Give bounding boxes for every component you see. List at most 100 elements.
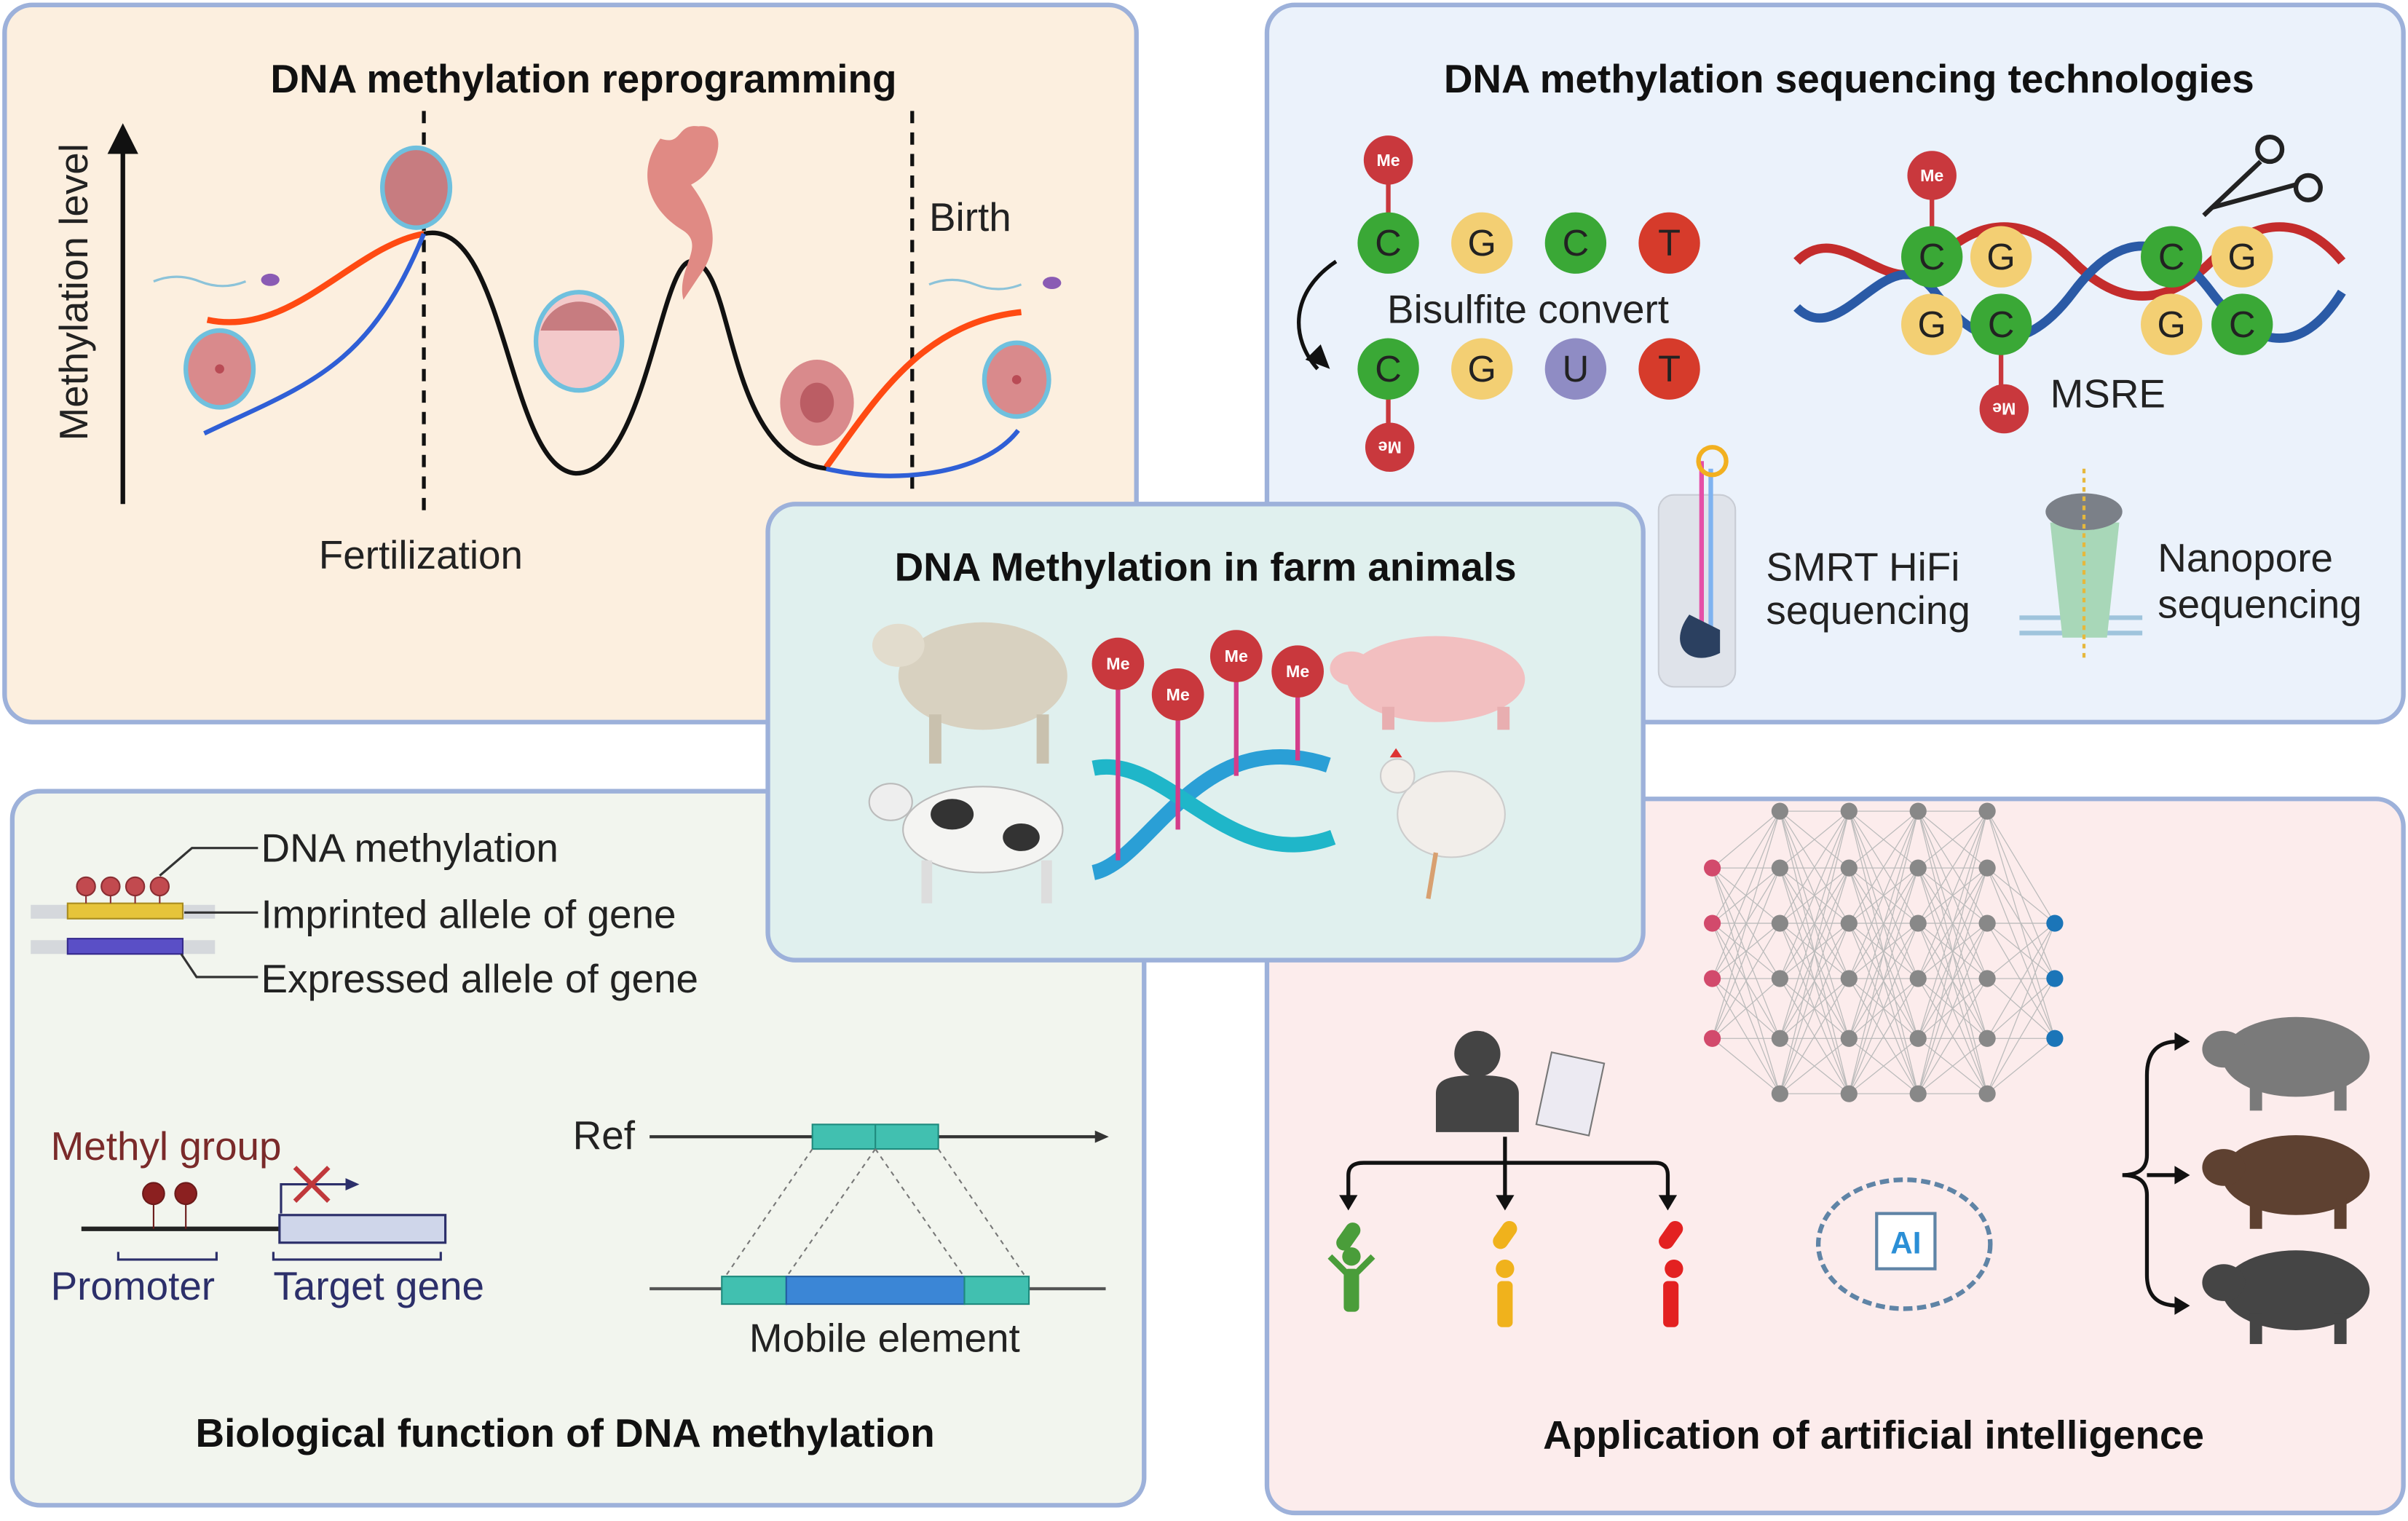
- methyl-markers: Me Me Me Me: [1092, 630, 1325, 861]
- center-title: DNA Methylation in farm animals: [895, 545, 1517, 590]
- network-node: [1703, 859, 1721, 877]
- clipboard-icon: [1535, 1051, 1606, 1137]
- network-node: [1703, 1030, 1721, 1047]
- nucleotide-G: G: [1901, 293, 1963, 355]
- target-gene-label: Target gene: [273, 1263, 484, 1308]
- network-node: [1978, 802, 1996, 820]
- svg-text:T: T: [1658, 222, 1681, 264]
- sperm-icon: [928, 277, 1062, 291]
- network-node: [2046, 970, 2064, 987]
- svg-text:C: C: [2158, 236, 2185, 277]
- pig-icon: [2202, 1016, 2370, 1111]
- nucleotides: C G C TC G U TC G C GG C G C: [1357, 212, 2273, 400]
- ai-title: Application of artificial intelligence: [1543, 1412, 2204, 1457]
- nucleotide-C: C: [1901, 226, 1963, 288]
- promoter-label: Promoter: [51, 1263, 215, 1308]
- panel-biofunction: DNA methylation Imprinted allele of gene…: [9, 789, 1147, 1508]
- embryo-icon: [647, 126, 719, 300]
- nucleotide-T: T: [1638, 212, 1700, 274]
- polymerase-icon: [1680, 615, 1721, 658]
- network-node: [1840, 802, 1858, 820]
- svg-text:Me: Me: [1225, 647, 1248, 665]
- target-gene-box: [278, 1214, 447, 1244]
- methylation-curve-embryo: [423, 230, 830, 476]
- pig-icon: [1330, 636, 1525, 730]
- nucleotide-C: C: [2141, 226, 2203, 288]
- chicken-icon: [1379, 748, 1506, 899]
- network-node: [1771, 970, 1788, 987]
- svg-text:Me: Me: [1106, 655, 1129, 673]
- maternal-curve-post: [824, 309, 1022, 470]
- methyl-marker: Me: [1151, 668, 1204, 830]
- doctor-icon: [1435, 1030, 1606, 1137]
- nanopore-label-line2: sequencing: [2158, 581, 2361, 626]
- network-node: [1978, 1030, 1996, 1047]
- network-node: [1978, 1085, 1996, 1102]
- svg-text:C: C: [1375, 222, 1402, 264]
- network-node: [1978, 859, 1996, 877]
- paternal-curve: [203, 232, 427, 436]
- svg-text:Me: Me: [1920, 166, 1943, 185]
- network-node: [1771, 802, 1788, 820]
- patient-green-icon: [1327, 1222, 1375, 1312]
- maternal-curve: [206, 230, 425, 325]
- imprinting-diagram: [31, 847, 258, 979]
- nucleotide-C: C: [1544, 212, 1607, 274]
- methyl-marker: Me: [1092, 637, 1145, 861]
- nucleotide-G: G: [1451, 338, 1513, 400]
- bisulfite-label: Bisulfite convert: [1387, 286, 1669, 331]
- dna-methylation-label: DNA methylation: [261, 826, 558, 871]
- birth-label: Birth: [929, 194, 1011, 240]
- nucleotide-T: T: [1638, 338, 1700, 400]
- pig-icon: [2202, 1135, 2370, 1229]
- neural-network-icon: [1703, 802, 2064, 1102]
- output-brace: [2122, 1039, 2178, 1308]
- branch-arrows: [1346, 1137, 1670, 1198]
- sheep-icon: [872, 622, 1067, 764]
- nanopore-sequencing: Nanopore sequencing: [2019, 468, 2362, 661]
- paternal-curve-post: [825, 429, 1020, 478]
- y-axis-arrow: [107, 123, 138, 505]
- svg-text:Me: Me: [1376, 151, 1400, 170]
- ref-label: Ref: [573, 1113, 636, 1158]
- msre-label: MSRE: [2050, 371, 2166, 416]
- panel-center: DNA Methylation in farm animals Me Me Me Me: [765, 502, 1646, 963]
- network-node: [1909, 970, 1927, 987]
- network-node: [1909, 914, 1927, 932]
- y-axis-label: Methylation level: [51, 143, 96, 441]
- nucleotide-C: C: [2211, 293, 2273, 355]
- svg-text:G: G: [1468, 348, 1496, 390]
- ai-chip-label: AI: [1890, 1226, 1921, 1260]
- svg-text:U: U: [1563, 348, 1590, 390]
- network-node: [1840, 914, 1858, 932]
- nucleotide-G: G: [2141, 293, 2203, 355]
- bisulfite-sequencing: Me Me Bisulfite convert: [1297, 135, 1669, 472]
- mobile-element-diagram: [650, 1123, 1109, 1305]
- sequencing-title: DNA methylation sequencing technologies: [1444, 56, 2254, 101]
- patient-yellow-icon: [1493, 1221, 1517, 1327]
- svg-text:G: G: [1918, 304, 1946, 345]
- network-node: [1909, 802, 1927, 820]
- mobile-element-label: Mobile element: [749, 1315, 1020, 1360]
- cell-icons: [153, 126, 1062, 446]
- svg-text:Me: Me: [1286, 662, 1309, 681]
- methyl-marker: [1365, 422, 1415, 472]
- network-node: [1840, 970, 1858, 987]
- network-node: [1978, 914, 1996, 932]
- svg-text:C: C: [1563, 222, 1590, 264]
- methyl-marker: [1979, 384, 2029, 434]
- fertilization-label: Fertilization: [319, 532, 523, 577]
- methyl-marker: Me: [1271, 645, 1325, 761]
- network-node: [1771, 914, 1788, 932]
- svg-text:Me: Me: [1167, 685, 1190, 704]
- nucleotide-U: U: [1544, 338, 1607, 400]
- reprogramming-title: DNA methylation reprogramming: [270, 56, 896, 101]
- cow-icon: [868, 783, 1064, 904]
- promoter-diagram: [81, 1166, 447, 1261]
- network-node: [1771, 859, 1788, 877]
- smrt-label-line1: SMRT HiFi: [1766, 545, 1959, 590]
- svg-text:C: C: [1988, 304, 2015, 345]
- imprinted-allele-label: Imprinted allele of gene: [261, 891, 676, 936]
- svg-text:C: C: [2229, 304, 2256, 345]
